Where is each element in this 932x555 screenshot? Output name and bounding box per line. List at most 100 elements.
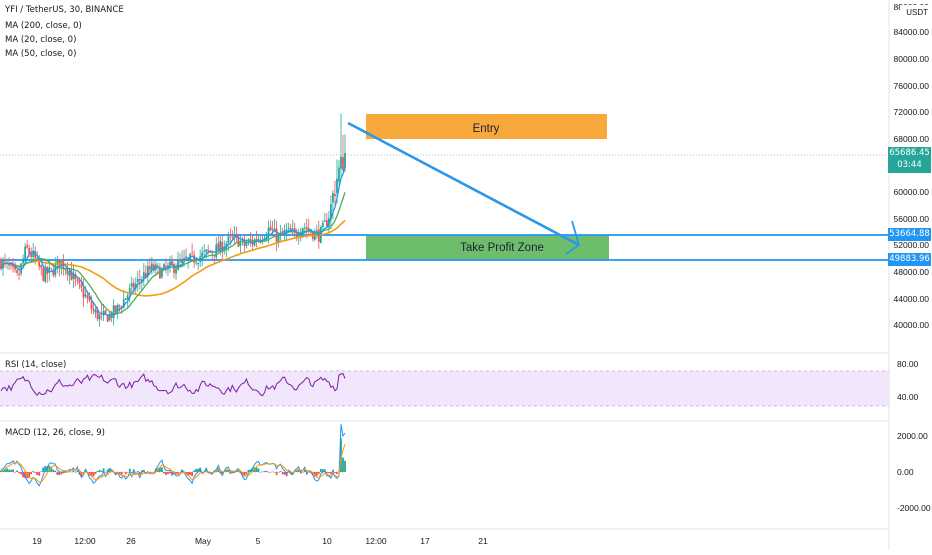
macd-hist-bar	[144, 472, 147, 473]
macd-hist-bar	[189, 472, 191, 476]
candle-body	[92, 308, 95, 312]
candle-body	[4, 260, 6, 262]
macd-hist-bar	[66, 471, 69, 473]
macd-hist-bar	[159, 467, 161, 472]
macd-hist-bar	[237, 470, 240, 472]
candle-body	[171, 260, 173, 265]
macd-hist-bar	[74, 472, 77, 473]
macd-hist-bar	[307, 472, 310, 473]
candle-body	[233, 234, 236, 239]
macd-hist-bar	[334, 472, 336, 474]
candle-body	[157, 265, 159, 267]
candles-layer	[0, 113, 346, 327]
macd-line	[0, 424, 346, 487]
candle-body	[20, 263, 23, 274]
macd-hist-bar	[161, 467, 163, 472]
macd-hist-bar	[271, 471, 274, 473]
candle-body	[255, 239, 258, 242]
candle-body	[195, 262, 198, 264]
macd-hist-bar	[328, 472, 330, 474]
macd-hist-bar	[2, 470, 4, 472]
macd-hist-bar	[297, 469, 300, 472]
macd-hist-bar	[315, 472, 318, 476]
macd-hist-bar	[251, 468, 254, 472]
ma200-legend[interactable]: MA (200, close, 0)	[5, 21, 82, 31]
candle-body	[130, 282, 133, 287]
candle-body	[277, 234, 280, 243]
candle-body	[181, 259, 183, 263]
candle-body	[18, 273, 21, 275]
rsi-legend[interactable]: RSI (14, close)	[5, 360, 67, 370]
macd-hist-bar	[122, 471, 125, 473]
candle-body	[257, 238, 260, 242]
candle-body	[332, 193, 334, 203]
macd-legend[interactable]: MACD (12, 26, close, 9)	[5, 428, 105, 438]
macd-hist-bar	[193, 470, 196, 472]
candle-body	[338, 167, 340, 182]
candle-body	[315, 230, 318, 232]
time-tick: May	[195, 536, 212, 546]
currency-label: USDT	[906, 8, 928, 17]
macd-hist-bar	[120, 472, 123, 475]
rsi-tick: 40.00	[897, 392, 919, 402]
candle-body	[229, 235, 232, 237]
macd-hist-bar	[36, 472, 39, 475]
candle-body	[303, 227, 306, 229]
macd-layer	[0, 424, 346, 487]
candle-body	[68, 271, 71, 276]
candle-body	[10, 264, 12, 266]
macd-hist-bar	[32, 471, 35, 472]
candle-body	[203, 250, 206, 252]
macd-hist-bar	[26, 472, 29, 479]
candle-body	[281, 231, 284, 234]
macd-hist-bar	[195, 468, 198, 472]
currency-badge-bg	[900, 5, 930, 17]
candle-body	[28, 248, 31, 254]
ma20-legend[interactable]: MA (20, close, 0)	[5, 35, 77, 45]
macd-hist-bar	[134, 472, 137, 473]
macd-hist-bar	[269, 472, 272, 473]
macd-hist-bar	[205, 469, 208, 472]
arrow-shaft[interactable]	[347, 121, 580, 247]
macd-hist-bar	[330, 472, 332, 475]
macd-hist-bar	[217, 468, 220, 472]
macd-hist-bar	[22, 472, 25, 478]
candle-body	[227, 236, 230, 243]
macd-hist-bar	[227, 470, 230, 472]
candle-body	[76, 279, 79, 281]
ma200-line	[0, 219, 346, 297]
macd-hist-bar	[138, 472, 141, 475]
candle-body	[231, 237, 234, 238]
entry-box[interactable]	[366, 114, 607, 139]
macd-hist-bar	[150, 472, 153, 473]
arrow-head	[565, 220, 581, 255]
macd-hist-bar	[24, 472, 27, 479]
macd-hist-bar	[229, 472, 232, 474]
candle-body	[74, 273, 77, 280]
price-tick: 48000.00	[894, 267, 930, 277]
candle-body	[336, 178, 338, 193]
price-axis[interactable]: 88000.00 84000.00 80000.00 76000.00 7200…	[894, 2, 930, 330]
macd-hist-bar	[275, 472, 278, 476]
symbol-title[interactable]: YFI / TetherUS, 30, BINANCE	[5, 5, 124, 15]
candle-body	[124, 298, 127, 300]
time-axis[interactable]: 19 12:00 26 May 5 10 12:00 17 21	[32, 536, 488, 546]
macd-hist-bar	[301, 471, 304, 473]
time-tick: 21	[478, 536, 488, 546]
last-price-value: 65686.45	[889, 148, 930, 158]
macd-hist-bar	[199, 467, 202, 472]
macd-hist-bar	[273, 472, 276, 473]
macd-hist-bar	[40, 471, 43, 472]
candle-body	[34, 251, 37, 258]
candle-body	[323, 220, 326, 222]
candle-body	[42, 268, 45, 281]
candle-body	[161, 268, 163, 278]
candle-body	[128, 287, 131, 295]
candle-body	[136, 278, 139, 283]
candle-body	[321, 222, 324, 228]
candle-body	[211, 252, 214, 254]
ma50-legend[interactable]: MA (50, close, 0)	[5, 49, 77, 59]
macd-hist-bar	[340, 438, 342, 472]
